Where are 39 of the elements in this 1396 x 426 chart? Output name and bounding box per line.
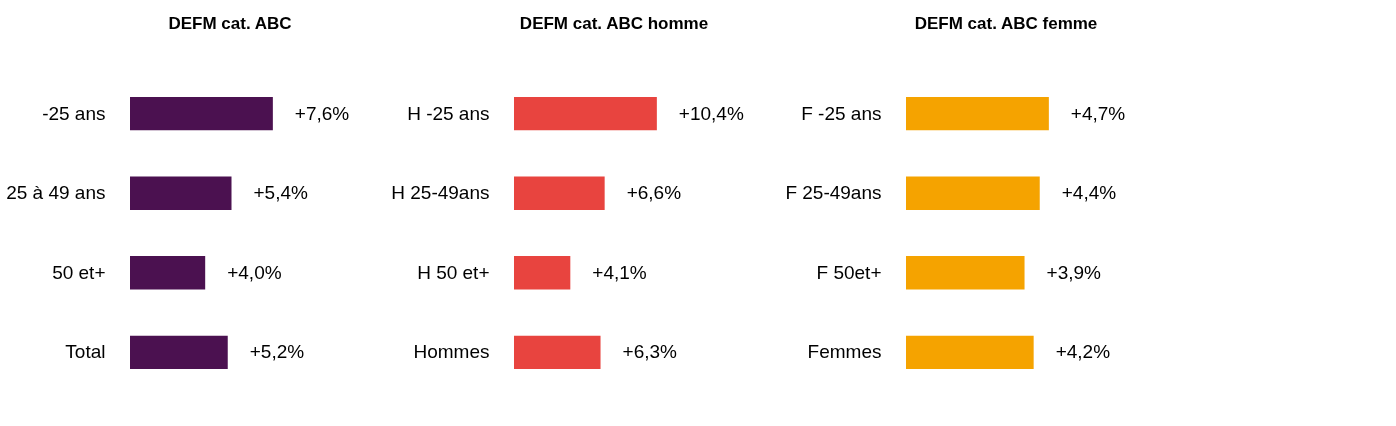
chart-title: DEFM cat. ABC homme [519, 14, 709, 33]
chart-title: DEFM cat. ABC femme [914, 14, 1098, 33]
y-tick-label: F -25 ans [801, 102, 882, 124]
y-tick-label: Hommes [413, 341, 490, 363]
y-tick-label: F 50et+ [816, 261, 882, 283]
data-label: +6,3% [622, 341, 678, 363]
data-label: +4,2% [1055, 341, 1111, 363]
bar [130, 176, 232, 210]
y-tick-label: Femmes [807, 341, 882, 363]
data-label: +5,2% [249, 341, 305, 363]
bar [906, 256, 1025, 290]
y-tick-label: H -25 ans [407, 102, 490, 124]
data-label: +5,4% [253, 182, 309, 204]
data-label: +4,7% [1070, 102, 1126, 124]
bar [906, 96, 1049, 131]
bar [130, 96, 273, 131]
y-tick-label: H 50 et+ [417, 261, 490, 283]
bar [514, 96, 657, 131]
bar [906, 335, 1034, 370]
y-tick-label: -25 ans [42, 102, 106, 124]
bar [514, 176, 605, 210]
data-label: +6,6% [626, 182, 682, 204]
data-label: +3,9% [1046, 261, 1102, 283]
data-label: +4,1% [592, 261, 647, 283]
bar [906, 176, 1040, 210]
chart-title: DEFM cat. ABC [168, 14, 292, 33]
bar [130, 335, 228, 370]
data-label: +10,4% [678, 102, 744, 124]
bar [514, 256, 571, 290]
data-label: +4,4% [1061, 182, 1117, 204]
y-tick-label: 50 et+ [52, 261, 106, 283]
data-label: +4,0% [227, 261, 282, 283]
y-tick-label: Total [65, 341, 106, 363]
y-tick-label: 25 à 49 ans [6, 182, 106, 204]
y-tick-label: H 25-49ans [391, 182, 490, 204]
data-label: +7,6% [294, 102, 350, 124]
bar [130, 256, 206, 290]
y-tick-label: F 25-49ans [785, 182, 882, 204]
bar [514, 335, 601, 370]
